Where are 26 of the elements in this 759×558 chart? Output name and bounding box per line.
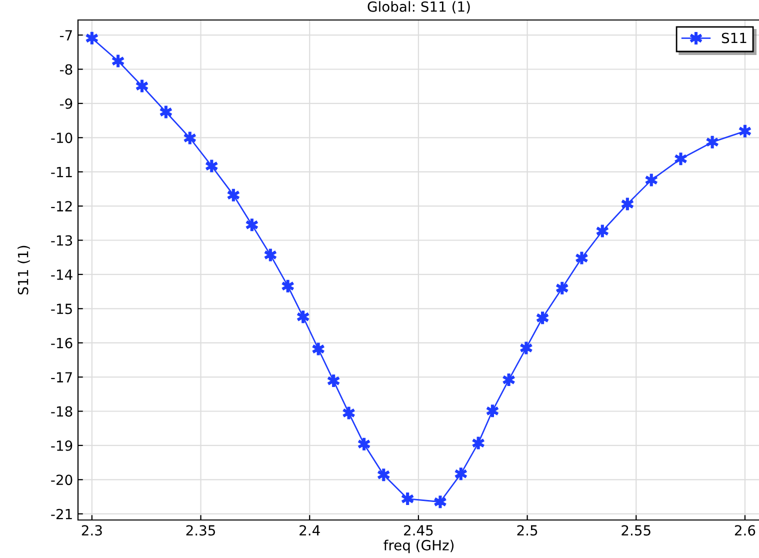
y-tick-label: -9 [60,98,72,109]
y-tick-label: -17 [51,372,72,382]
y-tick-label: -10 [51,132,72,144]
y-tick-label: -7 [60,30,72,40]
x-tick-label: 2.55 [622,525,650,536]
y-axis-title: S11 (1) [18,246,30,294]
y-tick-label: -15 [51,304,72,314]
y-tick-label: -19 [51,440,72,451]
x-tick-label: 2.45 [404,525,433,536]
x-tick-label: 2.6 [734,525,756,536]
x-tick-label: 2.5 [517,525,538,536]
x-tick-label: 2.4 [300,525,320,536]
x-tick-label: 2.3 [82,525,102,536]
y-tick-label: -18 [51,406,72,417]
legend-label: S11 [722,32,746,44]
y-tick-label: -8 [60,64,72,75]
x-axis-title: freq (GHz) [384,540,454,554]
y-tick-label: -20 [51,474,72,486]
y-tick-label: -21 [51,508,72,520]
y-tick-label: -11 [51,167,72,178]
y-tick-label: -12 [51,201,72,212]
y-tick-label: -16 [51,338,72,348]
y-tick-label: -13 [51,235,72,246]
chart-title: Global: S11 (1) [368,1,470,14]
x-tick-label: 2.35 [186,525,216,536]
y-tick-label: -14 [51,270,72,280]
